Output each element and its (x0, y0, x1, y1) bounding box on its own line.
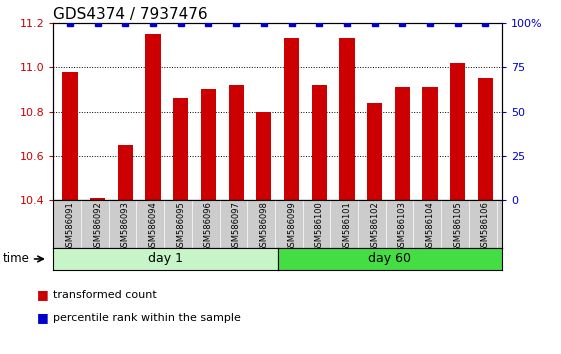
Text: percentile rank within the sample: percentile rank within the sample (53, 313, 241, 323)
Text: GSM586091: GSM586091 (66, 201, 75, 252)
Text: day 1: day 1 (148, 252, 183, 266)
Text: GSM586093: GSM586093 (121, 201, 130, 252)
Text: GSM586100: GSM586100 (315, 201, 324, 252)
Text: GDS4374 / 7937476: GDS4374 / 7937476 (53, 7, 208, 22)
Bar (284, 39, 299, 200)
Text: GSM586103: GSM586103 (398, 201, 407, 252)
Text: time: time (3, 252, 30, 266)
Bar (145, 34, 160, 200)
Text: GSM586102: GSM586102 (370, 201, 379, 252)
Bar (228, 85, 244, 200)
Text: GSM586095: GSM586095 (176, 201, 185, 252)
Text: ■: ■ (36, 289, 48, 301)
Text: GSM586094: GSM586094 (149, 201, 158, 252)
Text: GSM586099: GSM586099 (287, 201, 296, 252)
Text: day 60: day 60 (369, 252, 411, 266)
Bar (90, 198, 105, 200)
Text: GSM586096: GSM586096 (204, 201, 213, 252)
Text: GSM586098: GSM586098 (259, 201, 268, 252)
Bar (450, 63, 466, 200)
Text: GSM586101: GSM586101 (342, 201, 351, 252)
Text: GSM586092: GSM586092 (93, 201, 102, 252)
Bar (367, 103, 382, 200)
Bar (395, 87, 410, 200)
Text: transformed count: transformed count (53, 290, 157, 300)
Text: ■: ■ (36, 312, 48, 324)
Bar (118, 145, 133, 200)
Bar (201, 90, 216, 200)
Text: GSM586105: GSM586105 (453, 201, 462, 252)
Bar (311, 85, 327, 200)
Text: GSM586106: GSM586106 (481, 201, 490, 252)
Bar (256, 112, 272, 200)
Text: GSM586104: GSM586104 (426, 201, 435, 252)
Text: GSM586097: GSM586097 (232, 201, 241, 252)
Bar (173, 98, 188, 200)
Bar (478, 78, 493, 200)
Bar (339, 39, 355, 200)
Bar (422, 87, 438, 200)
Bar (62, 72, 77, 200)
